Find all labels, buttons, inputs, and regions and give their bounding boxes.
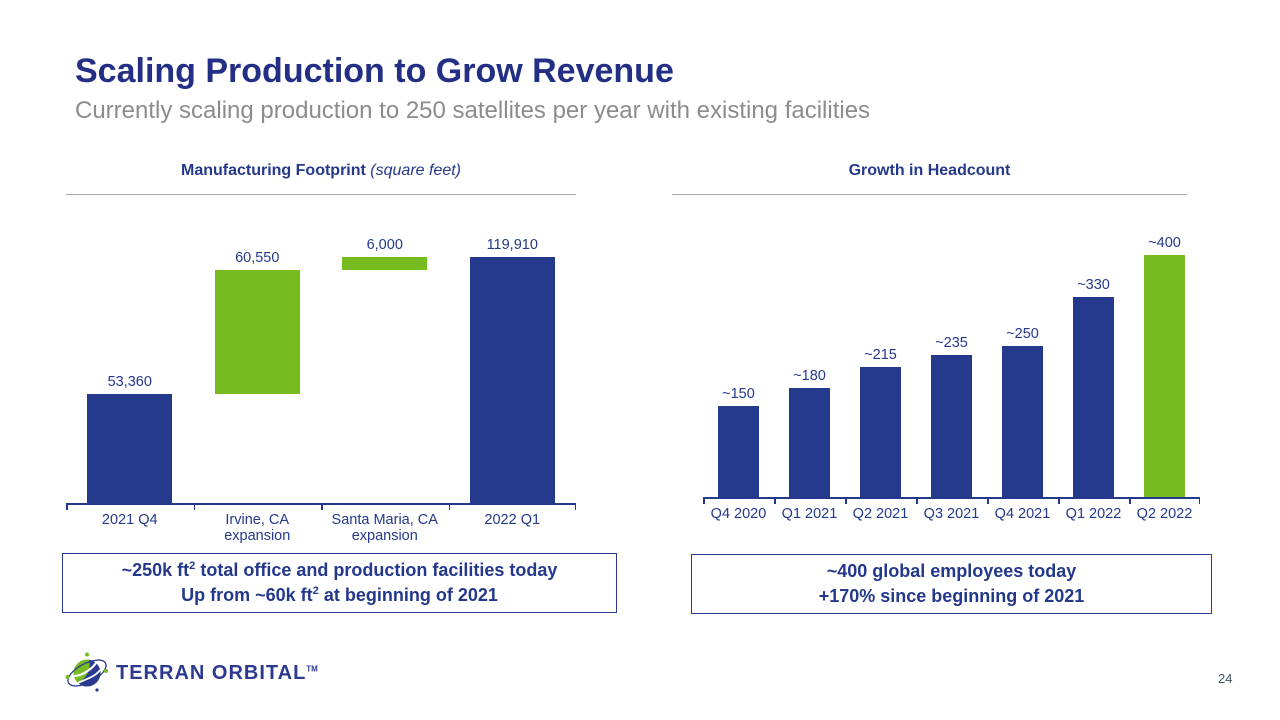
bar-value-label: ~215 [864, 346, 897, 363]
chart-bar [717, 406, 760, 497]
bar-value-label: ~150 [722, 386, 755, 403]
x-axis-label: Irvine, CA expansion [224, 512, 291, 544]
left-chart-title-rule [66, 194, 576, 195]
page-title: Scaling Production to Grow Revenue [75, 52, 674, 90]
axis-tick [193, 503, 195, 510]
bar-value-label: ~250 [1006, 325, 1039, 342]
right-chart-title: Growth in Headcount [672, 162, 1187, 180]
x-axis-label: Q2 2022 [1136, 506, 1193, 522]
x-axis-label: Q1 2021 [781, 506, 838, 522]
axis-tick [703, 497, 705, 504]
facilities-callout-line2: Up from ~60k ft2 at beginning of 2021 [181, 585, 498, 605]
bar-value-label: ~235 [935, 334, 968, 351]
bar-value-label: 53,360 [107, 373, 152, 390]
headcount-callout-line1: ~400 global employees today [826, 561, 1077, 581]
axis-tick [845, 497, 847, 504]
chart-bar [342, 257, 428, 270]
chart-bar [1072, 297, 1115, 497]
bar-value-label: ~400 [1148, 235, 1181, 251]
x-axis-label: Santa Maria, CA expansion [331, 512, 438, 544]
x-axis-label: Q4 2020 [710, 506, 767, 522]
x-axis-label: Q4 2021 [994, 506, 1051, 522]
chart-bar [1143, 255, 1186, 497]
brand-wordmark: TERRAN ORBITALTM [116, 661, 318, 684]
left-chart-title-note: (square feet) [370, 162, 462, 179]
x-axis-label: Q3 2021 [923, 506, 980, 522]
axis-tick [1198, 497, 1200, 504]
facilities-callout-line1: ~250k ft2 total office and production fa… [121, 560, 558, 580]
left-chart-title: Manufacturing Footprint (square feet) [66, 162, 576, 180]
bar-value-label: ~180 [793, 368, 826, 385]
chart-bar [859, 366, 902, 497]
x-axis-label: Q2 2021 [852, 506, 909, 522]
axis-tick [448, 503, 450, 510]
axis-tick [321, 503, 323, 510]
headcount-callout: ~400 global employees today +170% since … [691, 554, 1212, 614]
x-axis-label: 2022 Q1 [484, 512, 541, 528]
axis-tick [774, 497, 776, 504]
left-chart-title-text: Manufacturing Footprint [180, 162, 366, 179]
manufacturing-footprint-chart: 53,360 60,550 6,000 119,910 2021 Q4 Irvine, C… [66, 220, 576, 560]
axis-tick [66, 503, 68, 510]
bar-value-label: 119,910 [486, 237, 538, 254]
x-axis-label: Q1 2022 [1065, 506, 1122, 522]
chart-bar [930, 354, 973, 497]
axis-tick [987, 497, 989, 504]
bar-value-label: 6,000 [366, 237, 403, 254]
chart-bar [469, 257, 555, 503]
bar-value-label: 60,550 [235, 249, 280, 266]
brand-logo-lockup: TERRAN ORBITALTM [64, 650, 318, 696]
chart-bar [788, 388, 831, 497]
trademark-symbol: TM [306, 663, 318, 673]
page-subtitle: Currently scaling production to 250 sate… [75, 97, 871, 124]
axis-tick [916, 497, 918, 504]
facilities-callout: ~250k ft2 total office and production fa… [62, 553, 617, 613]
bar-value-label: ~330 [1077, 277, 1110, 294]
x-axis-label: 2021 Q4 [101, 512, 158, 528]
terran-orbital-globe-icon [65, 652, 108, 692]
axis-tick [1058, 497, 1060, 504]
headcount-callout-line2: +170% since beginning of 2021 [818, 586, 1085, 606]
chart-bar [1001, 345, 1044, 497]
right-chart-title-rule [672, 194, 1187, 195]
axis-tick [1129, 497, 1131, 504]
headcount-chart: ~150 ~180 ~215 ~235 ~250 ~330 ~400 Q4 2020 Q1 20… [703, 220, 1200, 560]
axis-tick [574, 503, 576, 510]
right-chart-title-text: Growth in Headcount [848, 162, 1011, 179]
chart-bar [214, 269, 300, 394]
x-axis [703, 497, 1200, 499]
page-number: 24 [1218, 671, 1233, 686]
chart-bar [87, 393, 173, 503]
